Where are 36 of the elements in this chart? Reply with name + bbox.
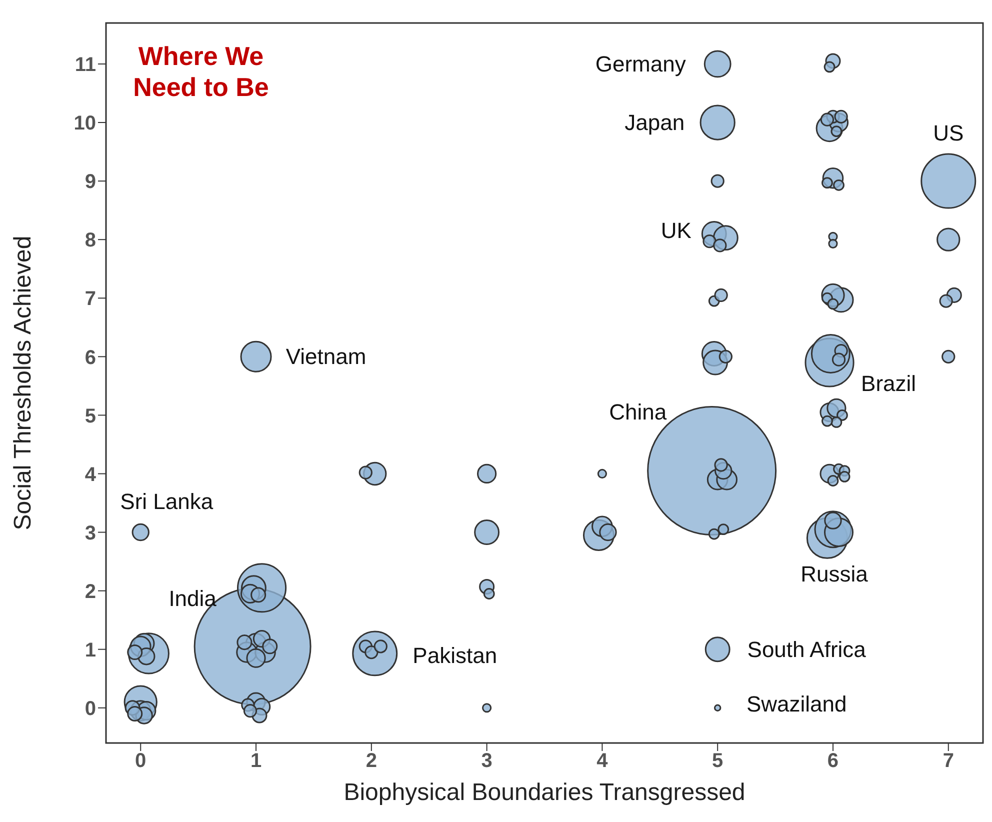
x-tick-label: 2 — [366, 750, 377, 772]
y-tick-label: 11 — [74, 54, 96, 76]
x-axis-title: Biophysical Boundaries Transgressed — [344, 779, 746, 806]
y-tick-label: 8 — [84, 230, 96, 252]
x-tick-label: 0 — [135, 750, 146, 772]
y-tick-label: 9 — [84, 171, 96, 194]
x-tick-label: 6 — [827, 750, 839, 772]
annotation: Japan — [624, 110, 685, 136]
y-tick-label: 1 — [84, 639, 96, 662]
annotation: India — [168, 586, 218, 611]
x-tick-label: 7 — [942, 750, 954, 772]
y-tick-label: 6 — [84, 346, 96, 369]
annotation: Swaziland — [746, 691, 847, 716]
y-tick-label: 5 — [84, 405, 96, 428]
annotation: UK — [660, 218, 692, 244]
annotation: Germany — [595, 51, 686, 76]
annotation: Russia — [800, 562, 869, 587]
y-tick-label: 10 — [74, 112, 96, 135]
annotation: US — [933, 120, 964, 146]
y-tick-label: 4 — [84, 464, 97, 486]
x-tick-label: 3 — [481, 750, 492, 772]
annotation: South Africa — [747, 636, 867, 662]
y-axis-title: Social Thresholds Achieved — [10, 236, 37, 530]
annotation: Vietnam — [286, 344, 366, 370]
y-tick-label: 7 — [84, 288, 96, 310]
x-tick-label: 5 — [712, 750, 724, 772]
annotation: Pakistan — [412, 642, 498, 668]
y-tick-label: 2 — [84, 580, 96, 603]
x-tick-label: 4 — [596, 750, 609, 772]
y-tick-label: 0 — [84, 698, 96, 720]
annotation: Brazil — [861, 371, 916, 396]
text: Where We Need to Be — [132, 41, 270, 103]
annotation: Sri Lanka — [120, 488, 214, 514]
x-tick-label: 1 — [250, 750, 262, 772]
annotation: China — [609, 399, 668, 424]
y-tick-label: 3 — [84, 522, 96, 544]
